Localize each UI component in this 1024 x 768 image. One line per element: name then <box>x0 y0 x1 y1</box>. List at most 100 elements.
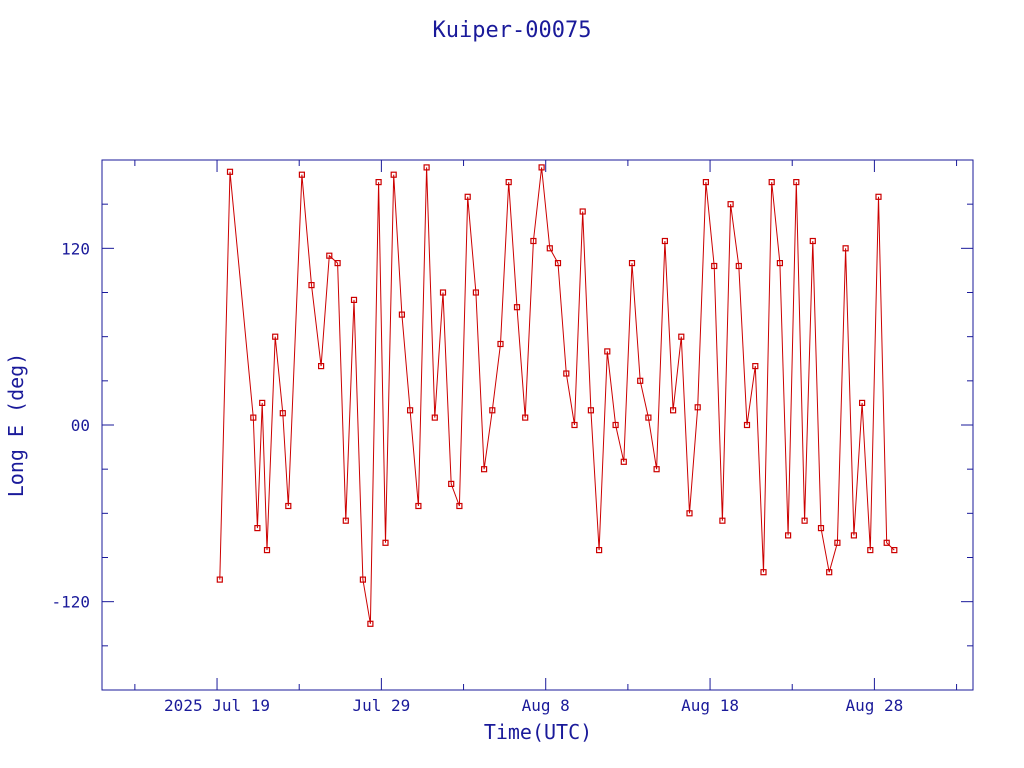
x-tick-label: Aug 28 <box>845 696 903 715</box>
data-point <box>279 410 286 417</box>
series-group <box>216 164 898 627</box>
data-point <box>768 179 775 186</box>
data-point <box>661 237 669 245</box>
data-point <box>431 414 438 421</box>
data-point <box>858 399 866 406</box>
data-point <box>390 171 397 178</box>
data-point <box>637 377 644 384</box>
data-point <box>826 569 833 576</box>
data-point <box>784 532 792 539</box>
data-point <box>793 179 800 186</box>
data-point <box>513 304 521 311</box>
data-point <box>563 370 570 377</box>
data-point <box>216 576 223 583</box>
data-point <box>522 414 529 421</box>
data-point <box>752 363 759 370</box>
series-line <box>219 167 895 624</box>
tick-labels: 2025 Jul 19 Jul 29 Aug 8 Aug 18 Aug 28 120 00 -… <box>51 239 903 715</box>
data-point <box>604 348 611 355</box>
data-point <box>686 510 693 517</box>
data-point <box>546 245 553 252</box>
data-point <box>423 164 430 171</box>
data-point <box>867 546 874 554</box>
data-point <box>505 179 512 186</box>
data-point <box>285 502 292 510</box>
axis-ticks <box>102 159 973 691</box>
data-point <box>809 237 816 245</box>
data-point <box>628 260 636 267</box>
data-point <box>554 260 562 267</box>
data-point <box>653 466 660 473</box>
data-point <box>694 404 701 411</box>
data-point <box>612 421 619 429</box>
chart-title: Kuiper-00075 <box>433 18 592 43</box>
data-point <box>359 576 366 583</box>
data-point <box>595 546 603 554</box>
data-point <box>254 524 261 532</box>
data-point <box>711 262 718 270</box>
data-point <box>489 407 496 414</box>
data-point <box>334 260 341 267</box>
data-point <box>530 237 537 245</box>
data-point <box>497 340 504 348</box>
data-point <box>727 201 734 208</box>
data-point <box>342 517 349 524</box>
y-tick-label: -120 <box>51 593 90 612</box>
data-point <box>250 414 257 421</box>
x-tick-label: Aug 8 <box>522 696 570 715</box>
data-point <box>743 421 751 429</box>
data-point <box>719 517 726 524</box>
data-point <box>272 333 279 340</box>
data-point <box>883 539 890 546</box>
data-point <box>326 252 333 259</box>
data-point <box>456 502 463 510</box>
data-point <box>579 208 586 215</box>
data-point <box>367 620 374 627</box>
data-point <box>464 193 471 200</box>
data-point <box>398 311 405 318</box>
y-axis-label: Long E (deg) <box>4 353 28 498</box>
y-tick-label: 120 <box>61 239 90 258</box>
data-point <box>735 262 742 270</box>
data-point <box>448 480 455 487</box>
data-point <box>645 414 652 421</box>
data-point <box>587 407 595 414</box>
data-point <box>678 333 685 340</box>
data-point <box>850 532 858 539</box>
plot-frame <box>101 159 974 691</box>
data-point <box>259 399 266 406</box>
data-point <box>875 193 882 200</box>
data-point <box>298 171 305 178</box>
data-point <box>375 179 382 186</box>
data-point <box>538 164 545 171</box>
data-point <box>350 296 358 303</box>
y-tick-label: 00 <box>71 416 90 435</box>
x-tick-label: Jul 29 <box>352 696 410 715</box>
x-tick-label: Aug 18 <box>681 696 739 715</box>
data-point <box>318 363 325 370</box>
data-point <box>776 260 784 267</box>
data-point <box>571 421 578 429</box>
data-point <box>760 569 767 576</box>
data-point <box>834 539 841 546</box>
plot-area: 2025 Jul 19 Jul 29 Aug 8 Aug 18 Aug 28 120 00 -… <box>51 159 974 715</box>
data-point <box>842 245 849 252</box>
data-point <box>817 524 825 532</box>
data-point <box>891 546 898 554</box>
data-point <box>226 168 234 175</box>
data-point <box>439 289 447 296</box>
data-point <box>382 539 389 546</box>
data-point <box>702 179 710 186</box>
data-point <box>407 407 414 414</box>
x-tick-label: 2025 Jul 19 <box>164 696 270 715</box>
data-point <box>669 407 677 414</box>
data-point <box>481 466 488 473</box>
data-point <box>308 282 315 289</box>
x-axis-label: Time(UTC) <box>484 720 592 744</box>
data-point <box>801 517 808 524</box>
data-point <box>472 289 479 296</box>
data-point <box>620 458 627 465</box>
data-point <box>263 546 271 554</box>
data-point <box>415 502 422 510</box>
